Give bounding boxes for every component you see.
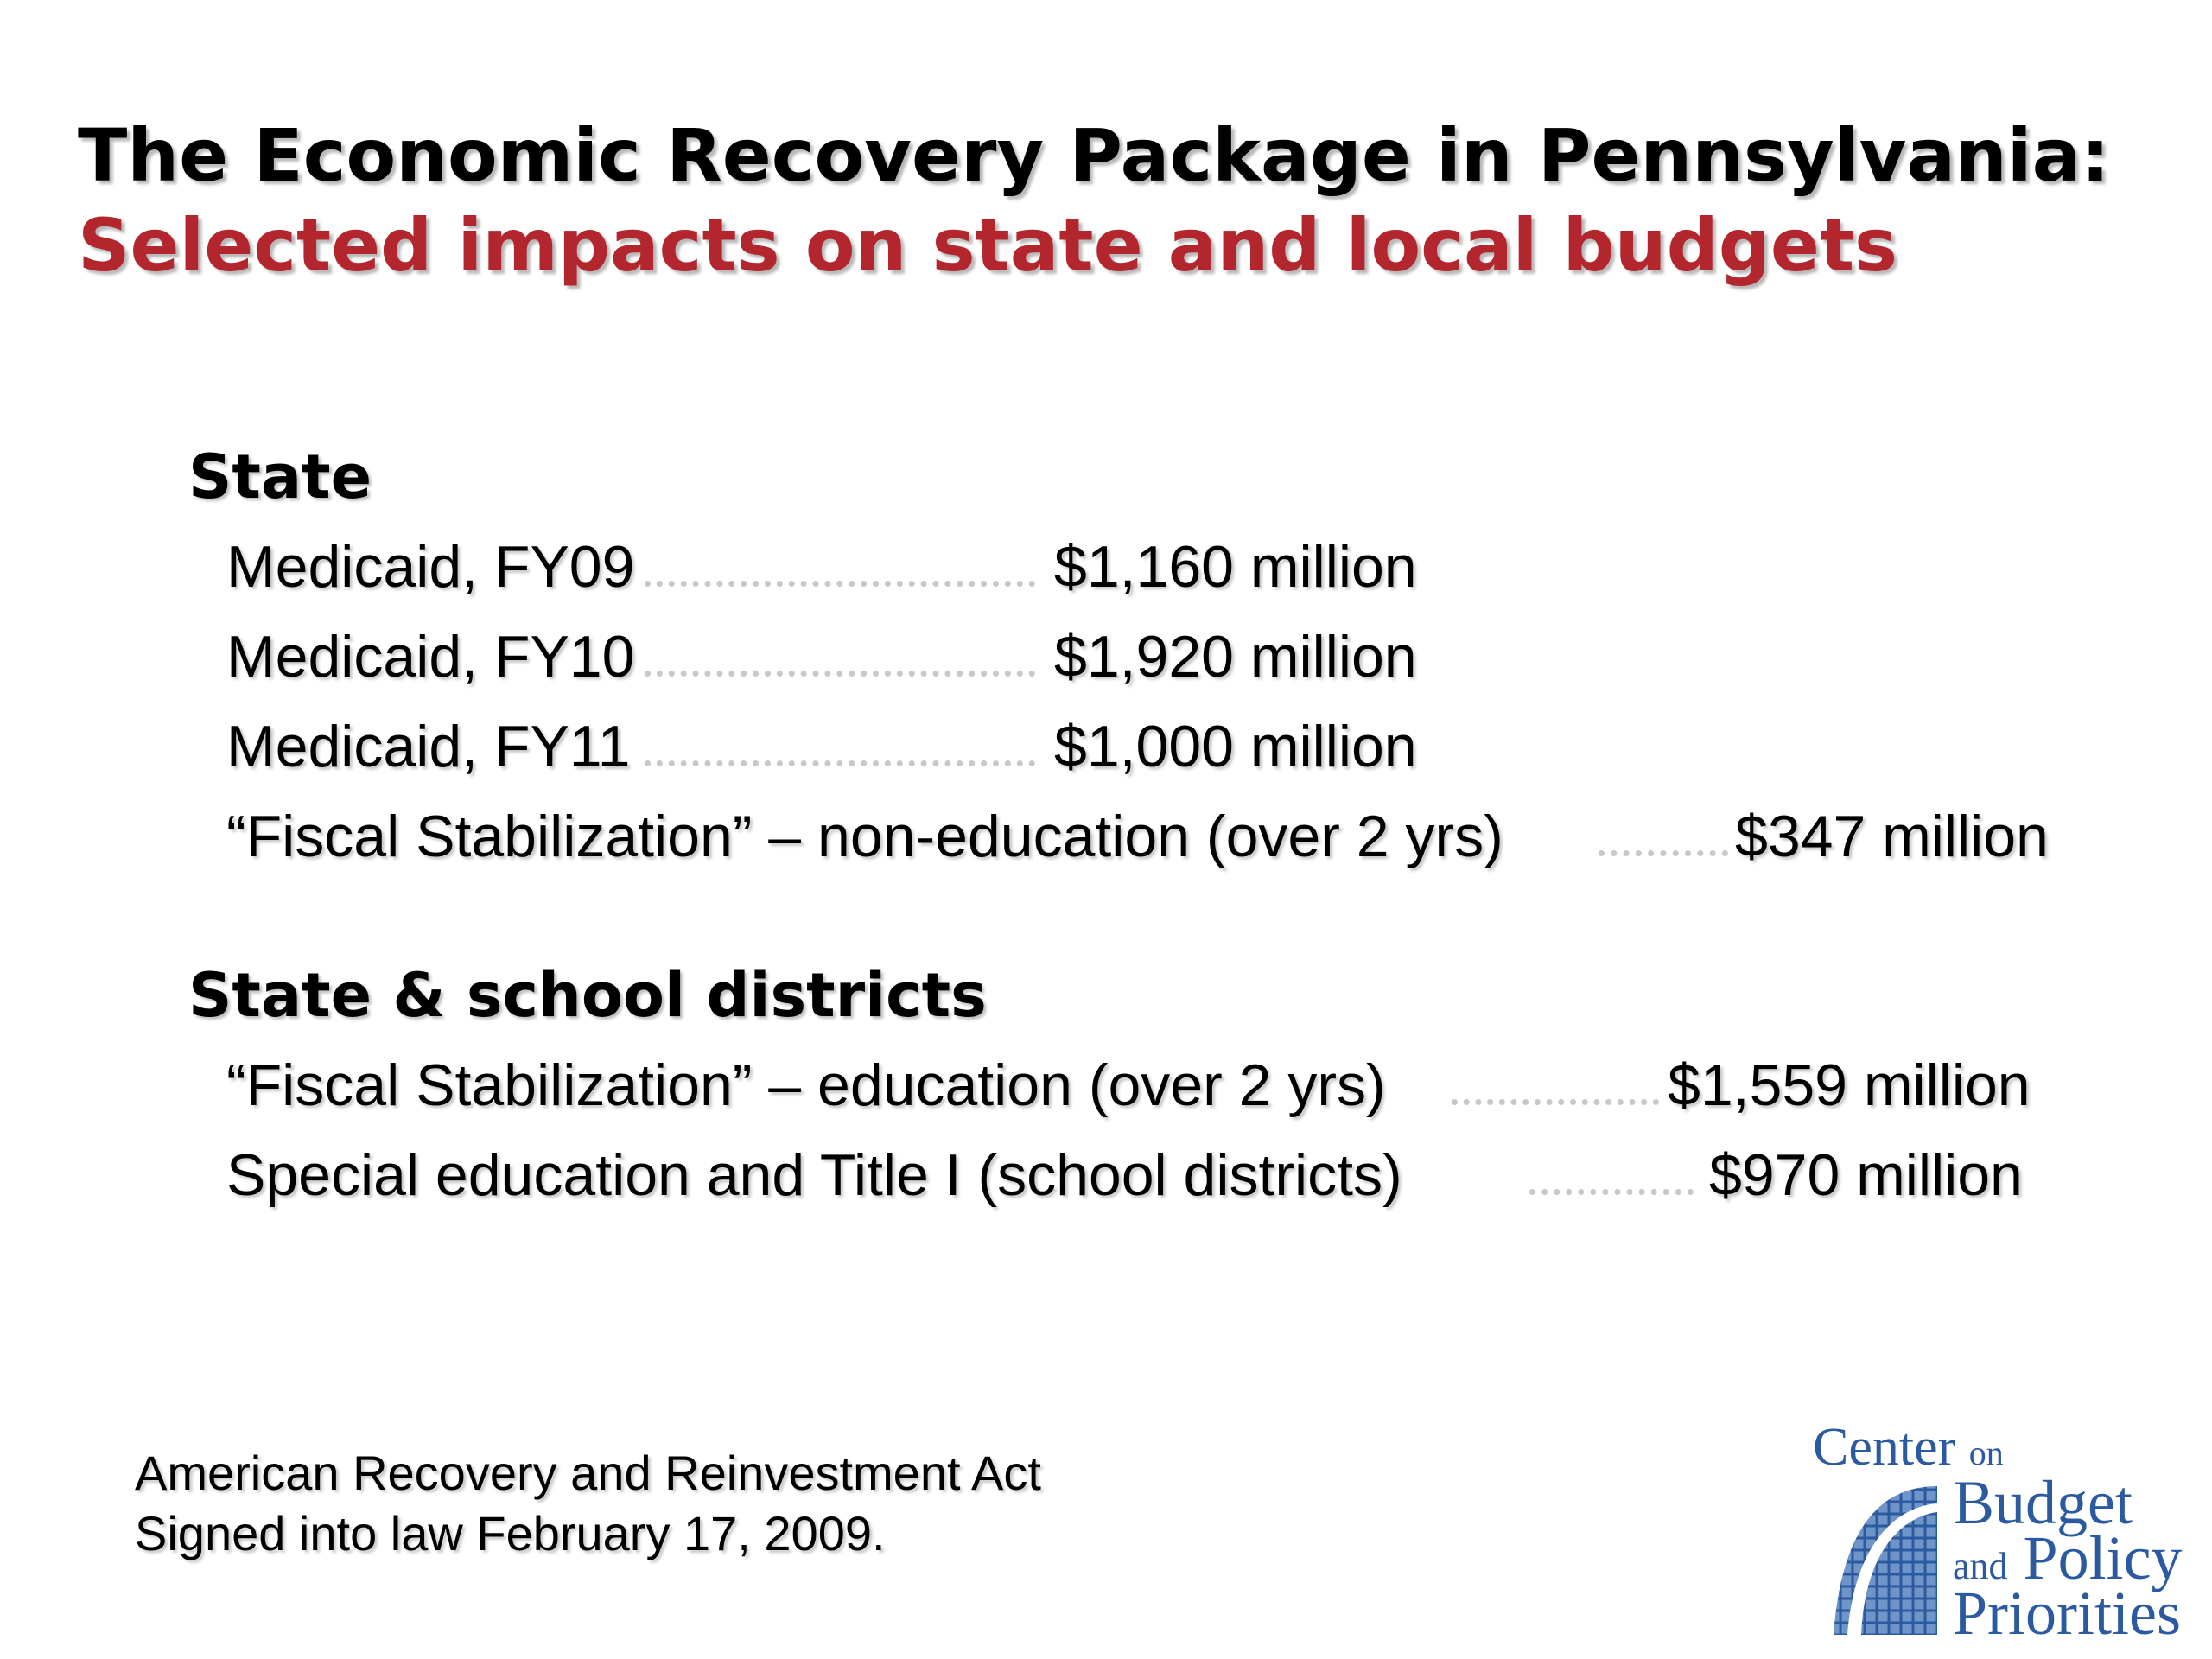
footer-note: American Recovery and Reinvestment Act S… xyxy=(135,1443,1041,1564)
leader-dots xyxy=(645,760,1035,766)
logo-policy-text: and Policy xyxy=(1953,1523,2183,1592)
row-value: $347 million xyxy=(1735,804,2049,869)
row-value: $1,920 million xyxy=(1054,624,1417,690)
budget-row: Medicaid, FY09 $1,160 million xyxy=(188,522,2089,612)
row-value: $970 million xyxy=(1709,1142,2023,1208)
budget-row: “Fiscal Stabilization” – education (over… xyxy=(188,1040,2089,1130)
cbpp-logo: Center on Budget and Policy Priorities xyxy=(1811,1417,2191,1647)
row-label: Special education and Title I (school di… xyxy=(226,1142,1402,1208)
row-label: Medicaid, FY09 xyxy=(226,534,635,600)
section-heading: State xyxy=(188,442,372,512)
row-label: Medicaid, FY10 xyxy=(226,624,635,690)
logo-budget-text: Budget xyxy=(1953,1468,2133,1537)
row-value: $1,000 million xyxy=(1054,714,1417,779)
budget-row: “Fiscal Stabilization” – non-education (… xyxy=(188,791,2089,881)
budget-row: Medicaid, FY11 $1,000 million xyxy=(188,702,2089,791)
section-state-school-districts: State & school districts “Fiscal Stabili… xyxy=(188,950,2089,1220)
row-label: “Fiscal Stabilization” – education (over… xyxy=(226,1052,1386,1118)
row-value: $1,160 million xyxy=(1054,534,1417,600)
title-block: The Economic Recovery Package in Pennsyl… xyxy=(78,111,2152,290)
leader-dots xyxy=(1529,1189,1694,1195)
logo-grid-icon xyxy=(1816,1478,1937,1635)
logo-priorities-text: Priorities xyxy=(1953,1579,2181,1648)
budget-row: Special education and Title I (school di… xyxy=(188,1130,2089,1220)
row-label: “Fiscal Stabilization” – non-education (… xyxy=(226,804,1503,869)
budget-row: Medicaid, FY10 $1,920 million xyxy=(188,612,2089,702)
slide-subtitle: Selected impacts on state and local budg… xyxy=(78,203,1897,288)
leader-dots xyxy=(1599,850,1728,856)
section-heading: State & school districts xyxy=(188,960,987,1031)
logo-center-text: Center on xyxy=(1813,1418,2004,1477)
section-state: State Medicaid, FY09 $1,160 million Medi… xyxy=(188,432,2089,881)
leader-dots xyxy=(1452,1099,1659,1105)
leader-dots xyxy=(645,581,1035,587)
footer-line-1: American Recovery and Reinvestment Act xyxy=(135,1446,1041,1500)
leader-dots xyxy=(645,671,1035,677)
slide-title: The Economic Recovery Package in Pennsyl… xyxy=(78,113,2110,198)
row-value: $1,559 million xyxy=(1668,1052,2031,1118)
footer-line-2: Signed into law February 17, 2009. xyxy=(135,1506,886,1560)
row-label: Medicaid, FY11 xyxy=(226,714,631,779)
